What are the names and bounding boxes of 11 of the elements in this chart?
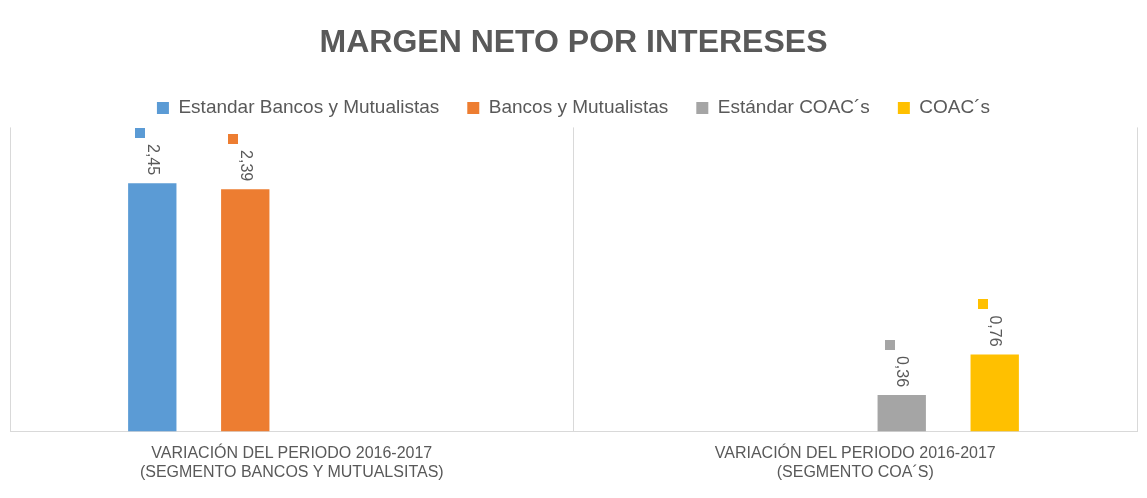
legend-label: COAC´s — [919, 96, 991, 118]
x-tick-label: VARIACIÓN DEL PERIODO 2016-2017 (SEGMENTO BANCOS Y MUTUALSITAS) — [139, 442, 444, 480]
legend-label: Estandar Bancos y Mutualistas — [178, 96, 440, 118]
data-label: 2,45 — [144, 144, 162, 176]
data-label: 0,76 — [987, 315, 1005, 347]
legend-label: Estándar COAC´s — [717, 96, 870, 118]
x-tick-label: VARIACIÓN DEL PERIODO 2016-2017 (SEGMENTO COA´S) — [714, 442, 996, 480]
data-label: 0,36 — [894, 355, 912, 388]
legend-label: Bancos y Mutualistas — [488, 96, 669, 118]
data-label: 2,39 — [237, 150, 255, 182]
chart-title: MARGEN NETO POR INTERESES — [319, 23, 828, 60]
